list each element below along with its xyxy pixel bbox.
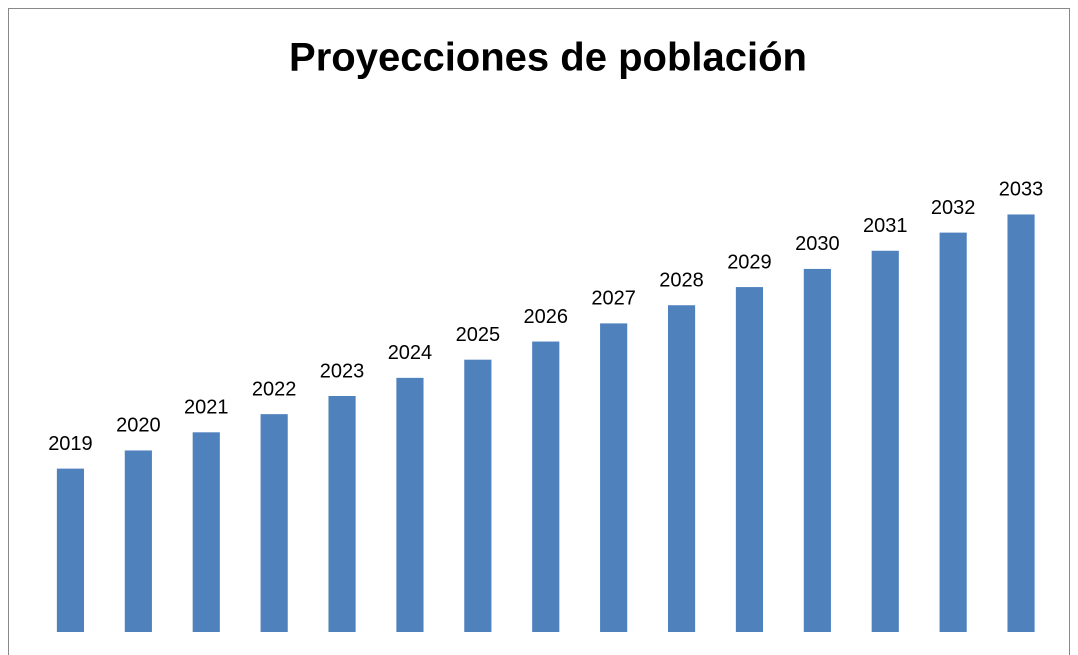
data-label: 2030 <box>795 233 840 255</box>
bar <box>1007 214 1035 632</box>
bar <box>124 450 152 632</box>
bar <box>803 268 831 632</box>
bar <box>396 377 424 632</box>
data-label: 2025 <box>456 324 501 346</box>
bar <box>532 341 560 632</box>
chart-title: Proyecciones de población <box>289 36 807 80</box>
bar <box>328 396 356 632</box>
data-label: 2027 <box>591 288 636 310</box>
data-label: 2029 <box>727 251 772 273</box>
data-label: 2032 <box>931 197 976 219</box>
data-label: 2019 <box>48 433 93 455</box>
data-label: 2031 <box>863 215 908 237</box>
bar <box>600 323 628 632</box>
data-label: 2024 <box>388 342 433 364</box>
data-label: 2023 <box>320 360 365 382</box>
bar <box>260 414 288 632</box>
data-label: 2026 <box>524 306 569 328</box>
data-label: 2020 <box>116 415 161 437</box>
data-label: 2022 <box>252 378 297 400</box>
data-label: 2028 <box>659 270 704 292</box>
bar <box>464 359 492 632</box>
bar <box>735 287 764 632</box>
bar <box>56 468 85 632</box>
bar <box>667 305 696 632</box>
data-label: 2033 <box>999 179 1044 201</box>
bar <box>939 232 967 632</box>
data-label: 2021 <box>184 397 229 419</box>
bar <box>192 432 220 632</box>
bar <box>871 250 899 632</box>
